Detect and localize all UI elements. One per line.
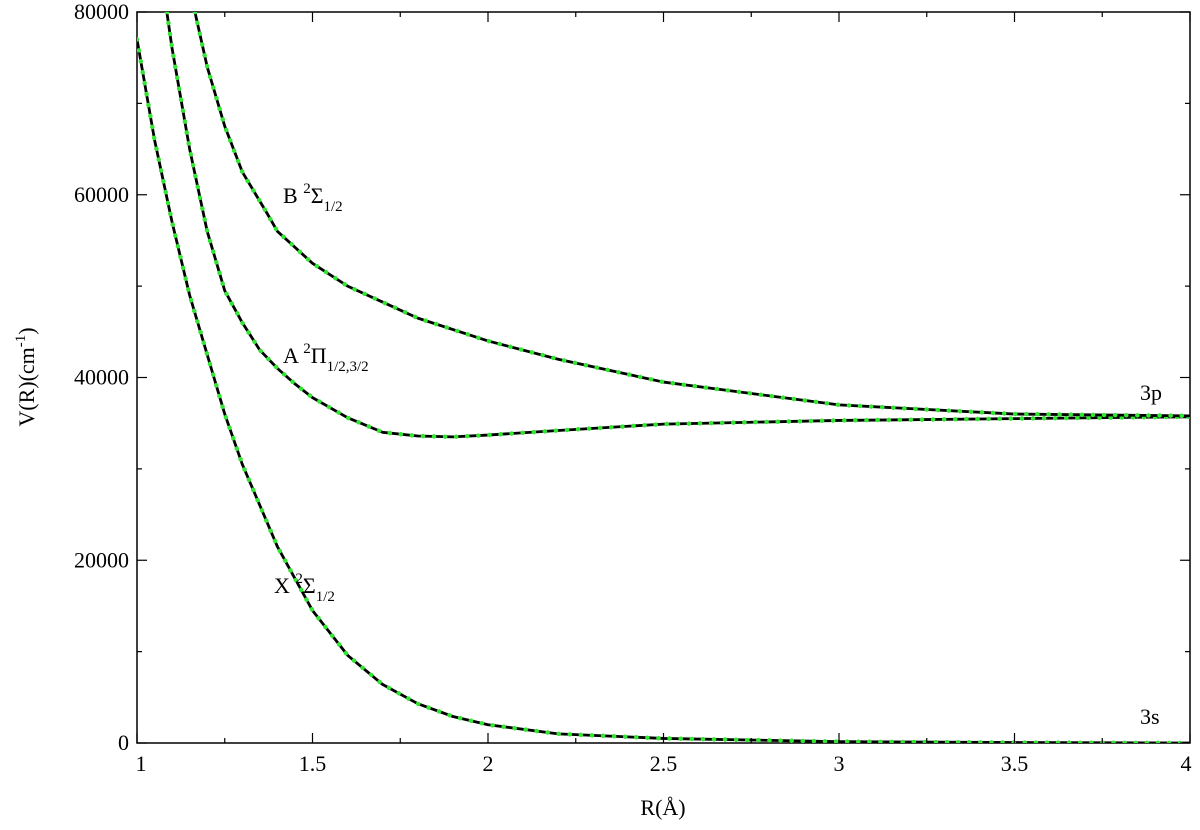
label-sub: 1/2: [316, 589, 335, 605]
y-tick-label: 20000: [74, 547, 129, 572]
curve-label: A 2Π1/2,3/2: [283, 341, 369, 375]
label-symbol: Σ: [311, 183, 324, 208]
curve-points: [192, 12, 1190, 419]
label-main: A: [283, 343, 303, 368]
curve-points: [164, 12, 1190, 440]
label-sup: 2: [295, 571, 303, 587]
label-main: X: [274, 573, 295, 598]
curve-points: [137, 37, 1190, 743]
curve-line: [137, 39, 1190, 743]
x-tick-label: 1.5: [299, 751, 327, 776]
label-symbol: Σ: [303, 573, 316, 598]
y-axis-label: V(R)(cm-1): [13, 327, 39, 426]
y-tick-label: 40000: [74, 365, 129, 390]
label-sup: 2: [303, 341, 311, 357]
curve-line: [193, 12, 1190, 418]
y-label-main: V(R)(cm: [14, 347, 39, 426]
x-tick-label: 3.5: [1001, 751, 1029, 776]
x-tick-label: 2.5: [650, 751, 678, 776]
x-tick-label: 1: [136, 751, 147, 776]
label-symbol: Π: [311, 343, 327, 368]
curve-label: B 2Σ1/2: [283, 181, 343, 215]
asymptote-label: 3s: [1140, 704, 1160, 729]
label-main: B: [283, 183, 303, 208]
label-sub: 1/2,3/2: [327, 359, 369, 375]
curve-line: [165, 12, 1190, 439]
curves: [137, 12, 1190, 743]
asymptote-label: 3p: [1140, 380, 1162, 405]
curve-label: X 2Σ1/2: [274, 571, 335, 605]
y-label-sup: -1: [13, 335, 29, 348]
y-tick-label: 0: [118, 730, 129, 755]
y-tick-label: 80000: [74, 0, 129, 24]
x-tick-label: 2: [483, 751, 494, 776]
y-label-end: ): [14, 327, 39, 334]
x-tick-label: 3: [834, 751, 845, 776]
label-sub: 1/2: [324, 199, 343, 215]
plot-frame: [136, 11, 1191, 744]
x-tick-label: 4: [1181, 751, 1192, 776]
x-axis-label: R(Å): [640, 795, 685, 820]
y-tick-label: 60000: [74, 182, 129, 207]
label-sup: 2: [303, 181, 311, 197]
